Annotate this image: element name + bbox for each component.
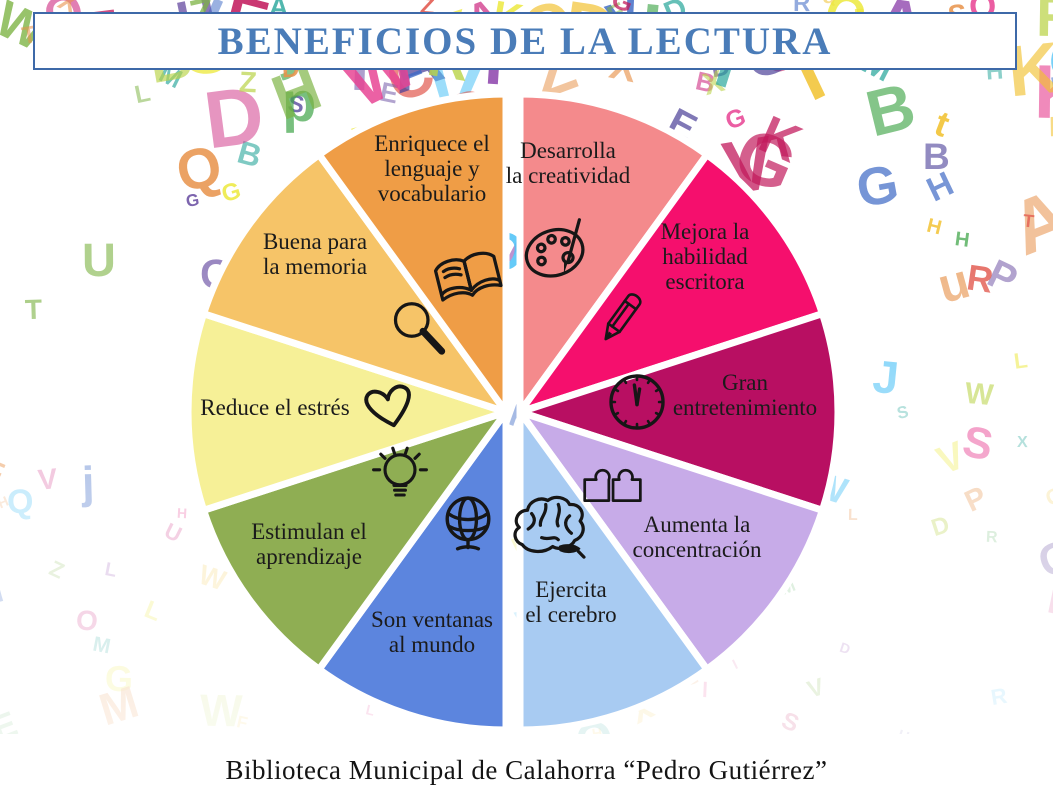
- slice-label-aprendizaje: Estimulan el aprendizaje: [251, 519, 367, 569]
- slice-label-mundo: Son ventanas al mundo: [371, 607, 493, 657]
- page-title: BENEFICIOS DE LA LECTURA: [217, 19, 833, 63]
- slice-label-cerebro: Ejercita el cerebro: [525, 577, 616, 627]
- slice-label-creatividad: Desarrolla la creatividad: [506, 138, 631, 188]
- slice-label-concentracion: Aumenta la concentración: [633, 512, 762, 562]
- slice-label-escritura: Mejora la habilidad escritora: [661, 219, 750, 294]
- title-box: BENEFICIOS DE LA LECTURA: [33, 12, 1017, 70]
- slice-label-memoria: Buena para la memoria: [263, 229, 367, 279]
- slice-label-vocabulario: Enriquece el lenguaje y vocabulario: [374, 131, 490, 206]
- slice-label-estres: Reduce el estrés: [200, 395, 349, 420]
